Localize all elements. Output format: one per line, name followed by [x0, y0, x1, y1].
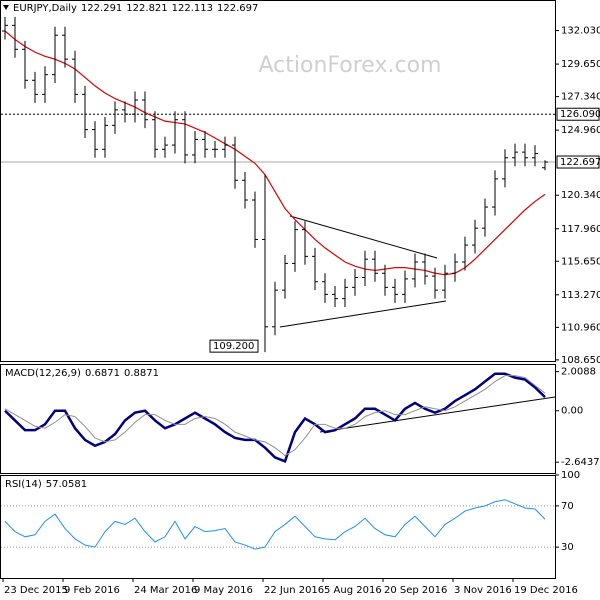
panel-header: RSI(14) 57.0581 [5, 479, 87, 490]
panel-header: EURJPY,Daily 122.291 122.821 122.113 122.697 [13, 3, 258, 14]
trend-line [289, 215, 438, 259]
y-tick-label: 115.650 [561, 256, 600, 267]
y-tick-label: 100 [561, 470, 580, 481]
y-tick-label: 70 [561, 501, 574, 512]
watermark: ActionForex.com [259, 53, 442, 78]
trend-line [319, 396, 556, 433]
x-tick-label: 5 Aug 2016 [324, 585, 382, 596]
y-tick-label: 132.030 [561, 26, 600, 37]
y-tick-label: 124.960 [561, 125, 600, 136]
low-annotation: 109.200 [213, 341, 254, 352]
header-value: 122.697 [217, 3, 258, 14]
header-value: 122.291 [81, 3, 122, 14]
y-tick-label: 129.650 [561, 59, 600, 70]
macd-panel [0, 364, 556, 474]
series-line [4, 375, 546, 457]
price-panel [0, 0, 556, 362]
series-line [4, 499, 546, 550]
panel-header: MACD(12,26,9) 0.6871 0.8871 [5, 368, 159, 379]
y-tick-label: 108.650 [561, 355, 600, 366]
y-tick-label: 2.0088 [561, 367, 596, 378]
current-price-box [556, 155, 600, 169]
reference-label: 126.090 [560, 109, 600, 120]
header-title: MACD(12,26,9) [5, 368, 81, 379]
current-price-label: 122.697 [560, 157, 600, 168]
menu-icon[interactable] [3, 5, 9, 10]
y-tick-label: 0.00 [561, 406, 583, 417]
trend-line [279, 300, 447, 328]
x-tick-label: 19 Dec 2016 [514, 585, 578, 596]
series-line [4, 372, 546, 463]
header-title: EURJPY,Daily [13, 3, 77, 14]
y-tick-label: 110.960 [561, 322, 600, 333]
header-value: 57.0581 [46, 479, 87, 490]
y-tick-label: 117.960 [561, 224, 600, 235]
low-annotation-box [209, 339, 259, 353]
reference-label-box [556, 107, 600, 121]
x-tick-label: 20 Sep 2016 [384, 585, 447, 596]
y-tick-label: -2.6437 [561, 457, 600, 468]
x-tick-label: 22 Jun 2016 [264, 585, 324, 596]
header-value: 0.6871 [85, 368, 120, 379]
rsi-panel [0, 475, 556, 579]
y-tick-label: 30 [561, 542, 574, 553]
x-tick-label: 24 Mar 2016 [134, 585, 197, 596]
x-tick-label: 9 May 2016 [194, 585, 253, 596]
y-tick-label: 120.340 [561, 190, 600, 201]
x-tick-label: 23 Dec 2015 [4, 585, 68, 596]
x-tick-label: 3 Nov 2016 [454, 585, 512, 596]
header-title: RSI(14) [5, 479, 42, 490]
header-value: 122.113 [172, 3, 213, 14]
header-value: 122.821 [126, 3, 167, 14]
header-value: 0.8871 [124, 368, 159, 379]
y-tick-label: 127.340 [561, 92, 600, 103]
x-tick-label: 9 Feb 2016 [64, 585, 120, 596]
y-tick-label: 113.270 [561, 290, 600, 301]
